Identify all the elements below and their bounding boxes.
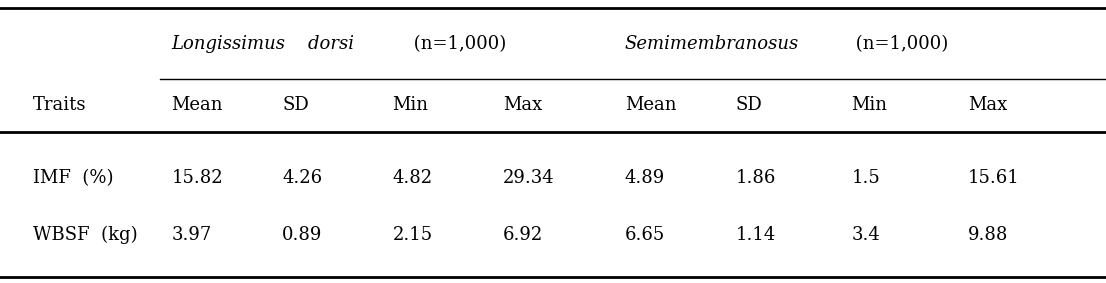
Text: Mean: Mean	[625, 97, 677, 114]
Text: Semimembranosus: Semimembranosus	[625, 35, 800, 53]
Text: (n=1,000): (n=1,000)	[407, 35, 505, 53]
Text: 4.82: 4.82	[393, 169, 432, 187]
Text: IMF  (%): IMF (%)	[33, 169, 114, 187]
Text: Max: Max	[968, 97, 1006, 114]
Text: 3.97: 3.97	[171, 226, 211, 244]
Text: Min: Min	[393, 97, 429, 114]
Text: (n=1,000): (n=1,000)	[849, 35, 948, 53]
Text: Longissimus    dorsi: Longissimus dorsi	[171, 35, 354, 53]
Text: 4.89: 4.89	[625, 169, 665, 187]
Text: SD: SD	[282, 97, 309, 114]
Text: 9.88: 9.88	[968, 226, 1009, 244]
Text: 4.26: 4.26	[282, 169, 322, 187]
Text: Min: Min	[852, 97, 888, 114]
Text: 6.65: 6.65	[625, 226, 665, 244]
Text: 2.15: 2.15	[393, 226, 432, 244]
Text: 29.34: 29.34	[503, 169, 555, 187]
Text: 15.61: 15.61	[968, 169, 1020, 187]
Text: 1.14: 1.14	[735, 226, 775, 244]
Text: WBSF  (kg): WBSF (kg)	[33, 226, 138, 244]
Text: 1.86: 1.86	[735, 169, 776, 187]
Text: 15.82: 15.82	[171, 169, 223, 187]
Text: SD: SD	[735, 97, 762, 114]
Text: 6.92: 6.92	[503, 226, 543, 244]
Text: 3.4: 3.4	[852, 226, 880, 244]
Text: Max: Max	[503, 97, 542, 114]
Text: Mean: Mean	[171, 97, 223, 114]
Text: Traits: Traits	[33, 96, 86, 114]
Text: 0.89: 0.89	[282, 226, 323, 244]
Text: 1.5: 1.5	[852, 169, 880, 187]
